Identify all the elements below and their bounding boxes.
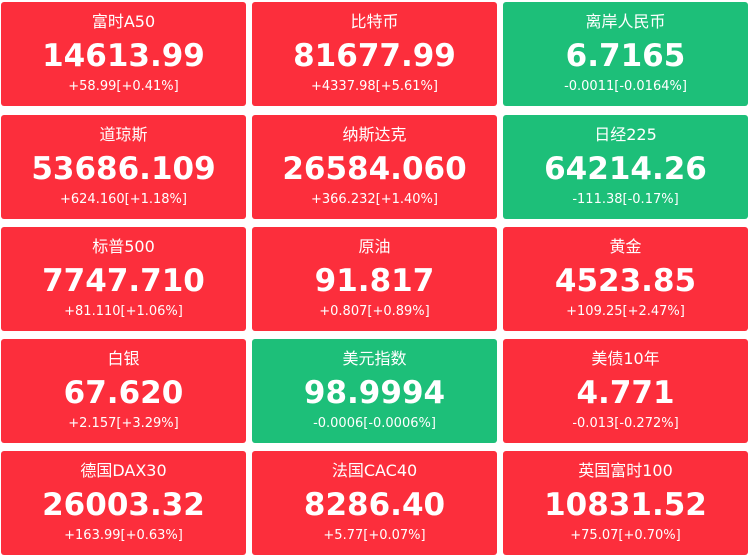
quote-name: 黄金 bbox=[609, 237, 642, 256]
quote-change: +58.99[+0.41%] bbox=[68, 79, 179, 94]
quote-tile[interactable]: 美元指数 98.9994 -0.0006[-0.0006%] bbox=[252, 339, 497, 443]
quote-name: 日经225 bbox=[594, 125, 657, 144]
quote-price: 91.817 bbox=[314, 263, 435, 299]
quote-price: 26003.32 bbox=[42, 487, 205, 523]
quote-price: 81677.99 bbox=[293, 38, 456, 74]
quote-tile[interactable]: 法国CAC40 8286.40 +5.77[+0.07%] bbox=[252, 451, 497, 555]
quote-tile[interactable]: 原油 91.817 +0.807[+0.89%] bbox=[252, 227, 497, 331]
quote-tile[interactable]: 德国DAX30 26003.32 +163.99[+0.63%] bbox=[1, 451, 246, 555]
quote-change: -0.013[-0.272%] bbox=[572, 416, 679, 431]
quote-name: 比特币 bbox=[350, 12, 399, 31]
quote-price: 53686.109 bbox=[31, 151, 216, 187]
quote-tile[interactable]: 纳斯达克 26584.060 +366.232[+1.40%] bbox=[252, 115, 497, 219]
quote-tile[interactable]: 白银 67.620 +2.157[+3.29%] bbox=[1, 339, 246, 443]
quote-name: 道琼斯 bbox=[99, 125, 148, 144]
quote-name: 白银 bbox=[107, 349, 140, 368]
quote-price: 10831.52 bbox=[544, 487, 707, 523]
quote-name: 标普500 bbox=[92, 237, 155, 256]
quote-price: 98.9994 bbox=[303, 375, 446, 411]
quote-change: +109.25[+2.47%] bbox=[566, 304, 685, 319]
quote-tile[interactable]: 比特币 81677.99 +4337.98[+5.61%] bbox=[252, 2, 497, 106]
quote-name: 纳斯达克 bbox=[342, 125, 407, 144]
quote-change: +75.07[+0.70%] bbox=[570, 528, 681, 543]
quote-tile[interactable]: 日经225 64214.26 -111.38[-0.17%] bbox=[503, 115, 748, 219]
quote-change: +2.157[+3.29%] bbox=[68, 416, 179, 431]
quote-change: +163.99[+0.63%] bbox=[64, 528, 183, 543]
quote-price: 14613.99 bbox=[42, 38, 205, 74]
quote-tile[interactable]: 黄金 4523.85 +109.25[+2.47%] bbox=[503, 227, 748, 331]
quote-change: +5.77[+0.07%] bbox=[323, 528, 426, 543]
quote-name: 美债10年 bbox=[591, 349, 660, 368]
quote-name: 英国富时100 bbox=[578, 461, 673, 480]
quote-tile[interactable]: 美债10年 4.771 -0.013[-0.272%] bbox=[503, 339, 748, 443]
quote-price: 7747.710 bbox=[42, 263, 205, 299]
quote-change: -0.0006[-0.0006%] bbox=[313, 416, 436, 431]
quote-price: 64214.26 bbox=[544, 151, 707, 187]
quote-change: +0.807[+0.89%] bbox=[319, 304, 430, 319]
quote-change: -111.38[-0.17%] bbox=[572, 192, 679, 207]
quote-tile[interactable]: 标普500 7747.710 +81.110[+1.06%] bbox=[1, 227, 246, 331]
quote-price: 6.7165 bbox=[565, 38, 686, 74]
quote-price: 4.771 bbox=[576, 375, 675, 411]
quote-price: 67.620 bbox=[63, 375, 184, 411]
quote-name: 富时A50 bbox=[91, 12, 156, 31]
quote-change: +4337.98[+5.61%] bbox=[311, 79, 438, 94]
quote-price: 26584.060 bbox=[282, 151, 467, 187]
quote-price: 4523.85 bbox=[554, 263, 697, 299]
quote-name: 法国CAC40 bbox=[331, 461, 418, 480]
quote-change: +81.110[+1.06%] bbox=[64, 304, 183, 319]
quote-name: 美元指数 bbox=[342, 349, 407, 368]
quote-change: +624.160[+1.18%] bbox=[60, 192, 187, 207]
quote-change: +366.232[+1.40%] bbox=[311, 192, 438, 207]
quote-tile[interactable]: 道琼斯 53686.109 +624.160[+1.18%] bbox=[1, 115, 246, 219]
quote-tile[interactable]: 离岸人民币 6.7165 -0.0011[-0.0164%] bbox=[503, 2, 748, 106]
quote-change: -0.0011[-0.0164%] bbox=[564, 79, 687, 94]
quote-name: 离岸人民币 bbox=[585, 12, 666, 31]
quote-name: 德国DAX30 bbox=[80, 461, 167, 480]
quote-tile[interactable]: 富时A50 14613.99 +58.99[+0.41%] bbox=[1, 2, 246, 106]
quote-name: 原油 bbox=[358, 237, 391, 256]
quote-tile[interactable]: 英国富时100 10831.52 +75.07[+0.70%] bbox=[503, 451, 748, 555]
quote-price: 8286.40 bbox=[303, 487, 446, 523]
